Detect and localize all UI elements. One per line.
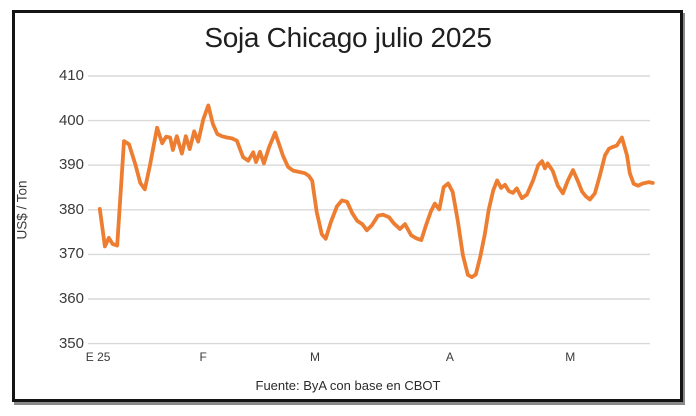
price-line xyxy=(97,103,655,280)
y-tick-label: 390 xyxy=(58,156,84,174)
y-axis-title: US$ / Ton xyxy=(14,180,30,240)
y-tick-label: 380 xyxy=(58,200,84,218)
y-tick-label: 410 xyxy=(58,67,84,84)
x-tick-label: M xyxy=(565,350,576,364)
x-tick-label: M xyxy=(310,350,321,364)
y-tick-label: 370 xyxy=(58,245,84,263)
source-caption: Fuente: ByA con base en CBOT xyxy=(255,378,441,393)
y-tick-label: 350 xyxy=(58,334,84,352)
chart-title: Soja Chicago julio 2025 xyxy=(204,22,492,53)
x-tick-label: F xyxy=(199,350,207,364)
x-tick-label: E 25 xyxy=(85,350,111,364)
y-tick-label: 360 xyxy=(58,290,84,307)
y-tick-label: 400 xyxy=(58,111,84,129)
x-tick-label: A xyxy=(445,350,454,364)
